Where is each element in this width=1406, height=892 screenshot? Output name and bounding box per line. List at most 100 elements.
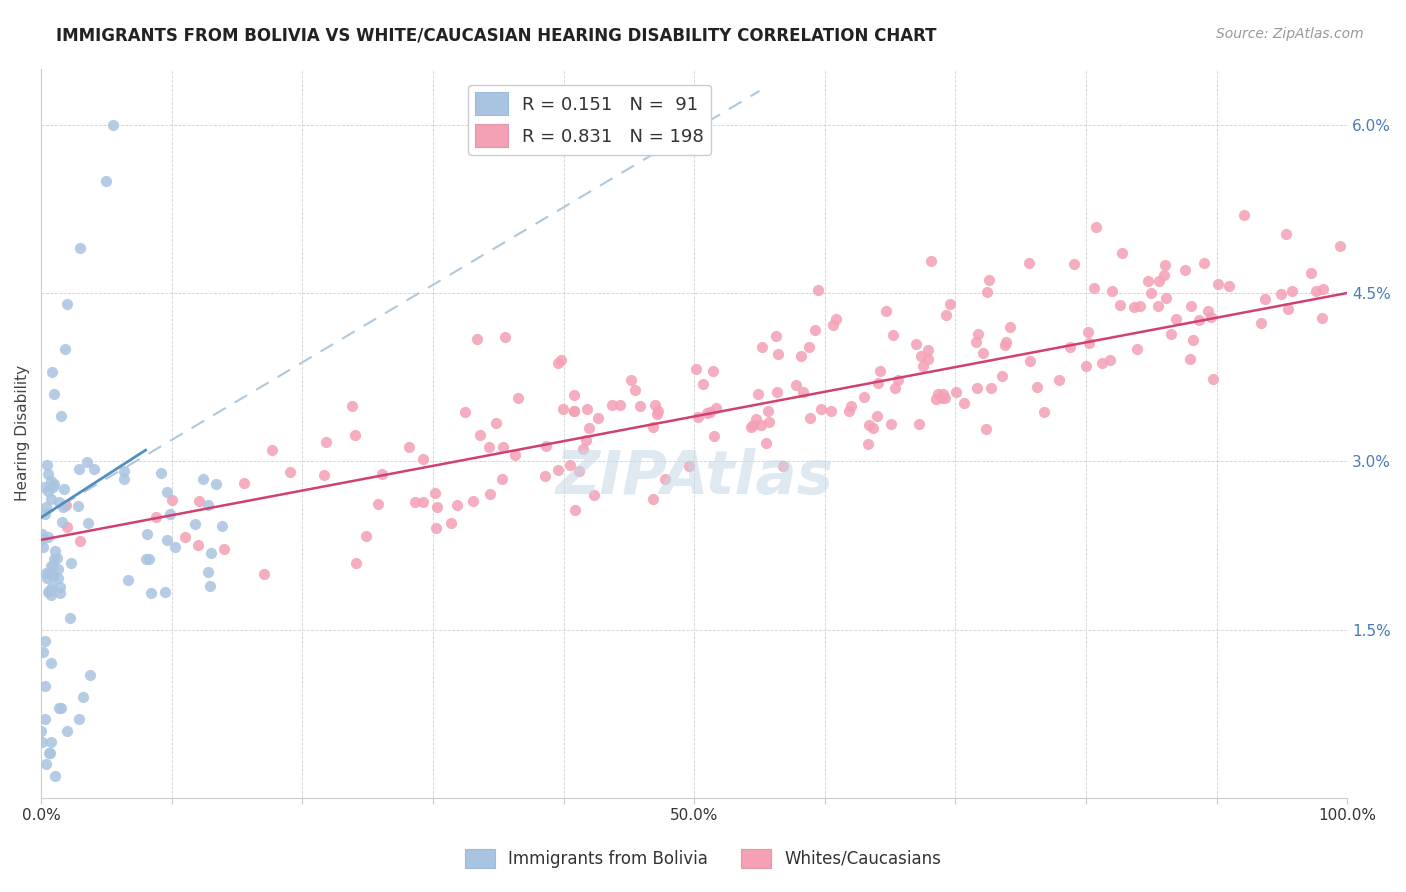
Point [38, 746, 60, 760]
Point [1099, 352, 1122, 367]
Point [945, 385, 967, 400]
Point [1301, 266, 1323, 280]
Point [35, 571, 58, 585]
Point [1310, 310, 1333, 325]
Point [644, 397, 666, 411]
Point [465, 332, 488, 346]
Point [135, 527, 157, 541]
Point [34, 634, 56, 648]
Point [862, 421, 884, 435]
Point [1275, 227, 1298, 241]
Point [869, 364, 891, 378]
Point [1160, 326, 1182, 341]
Point [30, 723, 52, 738]
Point [197, 499, 219, 513]
Point [398, 440, 420, 454]
Point [101, 118, 124, 132]
Point [46, 562, 69, 576]
Point [39, 735, 62, 749]
Point [1277, 301, 1299, 316]
Point [550, 353, 572, 368]
Point [1085, 220, 1108, 235]
Point [967, 327, 990, 342]
Point [412, 452, 434, 467]
Point [425, 521, 447, 535]
Point [582, 488, 605, 502]
Point [696, 406, 718, 420]
Point [367, 497, 389, 511]
Point [52, 500, 75, 515]
Point [654, 472, 676, 486]
Point [117, 573, 139, 587]
Point [79, 667, 101, 681]
Point [49, 581, 72, 595]
Point [1026, 380, 1049, 394]
Point [976, 422, 998, 436]
Point [839, 399, 862, 413]
Point [994, 338, 1017, 352]
Point [1125, 342, 1147, 356]
Point [31, 526, 53, 541]
Point [977, 273, 1000, 287]
Point [56, 297, 79, 311]
Point [740, 419, 762, 434]
Point [910, 350, 932, 364]
Point [83, 462, 105, 476]
Point [59, 611, 82, 625]
Point [38, 582, 60, 597]
Point [564, 502, 586, 516]
Point [1305, 284, 1327, 298]
Point [76, 455, 98, 469]
Point [56, 520, 79, 534]
Point [1076, 359, 1098, 373]
Text: IMMIGRANTS FROM BOLIVIA VS WHITE/CAUCASIAN HEARING DISABILITY CORRELATION CHART: IMMIGRANTS FROM BOLIVIA VS WHITE/CAUCASI… [56, 27, 936, 45]
Point [492, 440, 515, 454]
Point [702, 364, 724, 378]
Point [1091, 356, 1114, 370]
Point [41, 365, 63, 379]
Point [503, 448, 526, 462]
Point [772, 459, 794, 474]
Point [825, 311, 848, 326]
Point [931, 391, 953, 405]
Point [404, 495, 426, 509]
Point [1188, 312, 1211, 326]
Point [911, 359, 934, 373]
Point [32, 645, 55, 659]
Point [39, 558, 62, 573]
Point [41, 566, 63, 581]
Point [112, 471, 135, 485]
Point [37, 483, 59, 498]
Point [647, 404, 669, 418]
Point [156, 485, 179, 500]
Point [1101, 284, 1123, 298]
Point [766, 384, 789, 399]
Point [938, 297, 960, 311]
Point [49, 409, 72, 424]
Point [159, 507, 181, 521]
Point [34, 679, 56, 693]
Point [838, 403, 860, 417]
Point [905, 337, 928, 351]
Point [756, 404, 779, 418]
Point [1063, 257, 1085, 271]
Point [96, 174, 118, 188]
Point [1153, 268, 1175, 283]
Point [45, 551, 67, 566]
Point [31, 735, 53, 749]
Point [461, 494, 484, 508]
Point [1109, 298, 1132, 312]
Point [742, 417, 765, 432]
Point [34, 507, 56, 521]
Point [67, 500, 90, 514]
Point [35, 500, 58, 515]
Point [1077, 325, 1099, 339]
Point [41, 580, 63, 594]
Point [586, 410, 609, 425]
Point [564, 404, 586, 418]
Point [454, 405, 477, 419]
Point [48, 571, 70, 585]
Point [866, 409, 889, 424]
Point [755, 436, 778, 450]
Point [547, 356, 569, 370]
